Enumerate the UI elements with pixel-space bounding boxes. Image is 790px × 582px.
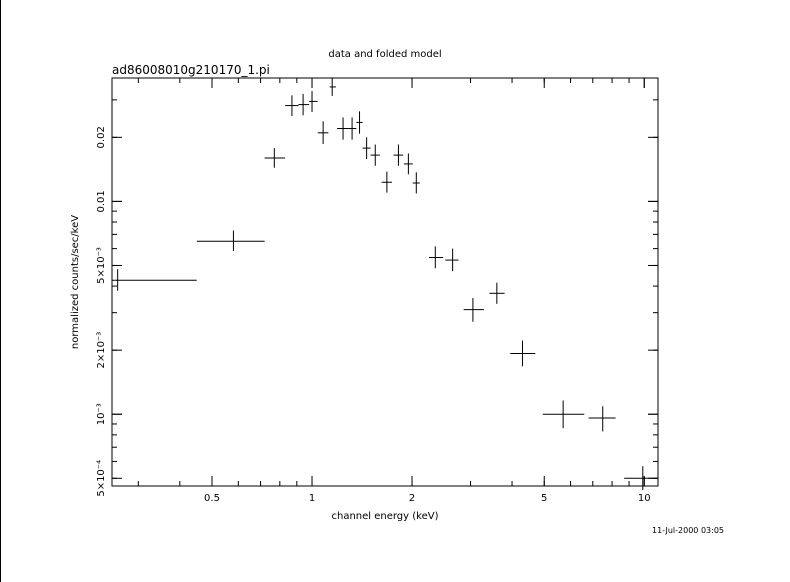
data-point [298, 93, 310, 116]
window-edge [0, 0, 1, 582]
data-points [112, 78, 658, 491]
data-point [348, 117, 357, 140]
data-point [403, 153, 413, 175]
y-tick-label: 2×10⁻³ [96, 332, 107, 369]
y-tick-label: 0.01 [96, 190, 107, 212]
data-point [317, 121, 329, 145]
y-tick-label: 0.02 [96, 126, 107, 148]
data-point [329, 78, 336, 96]
y-tick-label: 10⁻³ [96, 403, 107, 425]
data-point [510, 340, 536, 367]
x-tick-label: 10 [638, 493, 651, 504]
data-point [393, 144, 404, 166]
data-point [412, 172, 420, 194]
data-point [264, 148, 286, 168]
data-point [337, 117, 349, 140]
data-point [356, 111, 363, 134]
data-point [112, 269, 197, 291]
x-tick-label: 1 [309, 493, 315, 504]
data-point [370, 144, 380, 166]
y-tick-label: 5×10⁻³ [96, 247, 107, 284]
data-point [463, 297, 484, 322]
x-axis-label: channel energy (keV) [331, 511, 438, 522]
chart-title: data and folded model [328, 49, 441, 60]
data-point [362, 137, 371, 160]
data-point [285, 95, 299, 116]
data-point [542, 400, 585, 429]
data-point [489, 282, 505, 304]
data-point [624, 466, 658, 491]
x-tick-label: 5 [541, 493, 547, 504]
data-point [429, 246, 444, 269]
data-point [196, 230, 265, 251]
data-point [445, 248, 459, 272]
x-tick-label: 0.5 [204, 493, 220, 504]
y-tick-label: 5×10⁻⁴ [96, 460, 107, 497]
data-point [381, 171, 392, 193]
data-point [588, 406, 616, 432]
timestamp: 11-Jul-2000 03:05 [652, 526, 724, 535]
x-tick-label: 2 [409, 493, 415, 504]
y-axis-label: normalized counts/sec/keV [70, 215, 81, 349]
chart-subtitle: ad86008010g210170_1.pi [112, 63, 270, 77]
y-axis-ticks: 5×10⁻⁴ 10⁻³ 2×10⁻³ 5×10⁻³ 0.01 0.02 [96, 99, 658, 497]
plot-frame [111, 77, 659, 487]
x-axis-ticks: 0.5 1 2 5 10 [137, 78, 651, 504]
data-point [309, 91, 318, 113]
